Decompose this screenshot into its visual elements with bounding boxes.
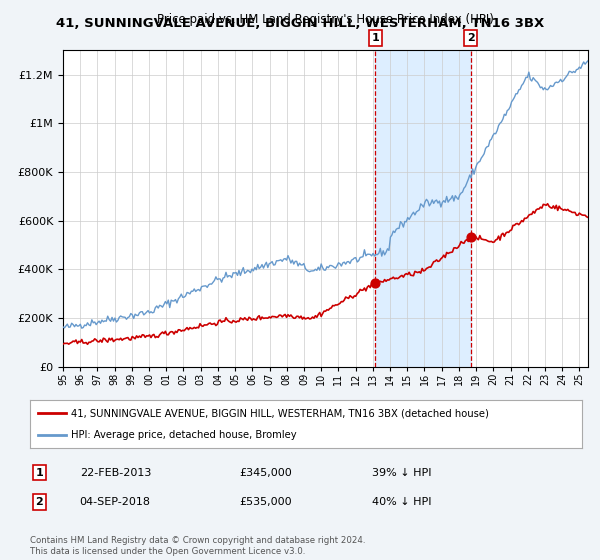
Text: 2: 2: [467, 33, 475, 43]
Text: 39% ↓ HPI: 39% ↓ HPI: [372, 468, 432, 478]
Title: Price paid vs. HM Land Registry's House Price Index (HPI): Price paid vs. HM Land Registry's House …: [157, 13, 494, 26]
Text: 1: 1: [371, 33, 379, 43]
Text: 2: 2: [35, 497, 43, 507]
Text: 40% ↓ HPI: 40% ↓ HPI: [372, 497, 432, 507]
Text: £345,000: £345,000: [240, 468, 293, 478]
Text: Contains HM Land Registry data © Crown copyright and database right 2024.
This d: Contains HM Land Registry data © Crown c…: [30, 536, 365, 556]
Point: [371, 278, 380, 287]
Point: [466, 232, 475, 241]
Text: 04-SEP-2018: 04-SEP-2018: [80, 497, 151, 507]
Text: £535,000: £535,000: [240, 497, 292, 507]
Text: 41, SUNNINGVALE AVENUE, BIGGIN HILL, WESTERHAM, TN16 3BX (detached house): 41, SUNNINGVALE AVENUE, BIGGIN HILL, WES…: [71, 408, 489, 418]
Text: HPI: Average price, detached house, Bromley: HPI: Average price, detached house, Brom…: [71, 430, 297, 440]
Bar: [376, 50, 470, 367]
Text: 41, SUNNINGVALE AVENUE, BIGGIN HILL, WESTERHAM, TN16 3BX: 41, SUNNINGVALE AVENUE, BIGGIN HILL, WES…: [56, 17, 544, 30]
Text: 22-FEB-2013: 22-FEB-2013: [80, 468, 151, 478]
Text: 1: 1: [35, 468, 43, 478]
